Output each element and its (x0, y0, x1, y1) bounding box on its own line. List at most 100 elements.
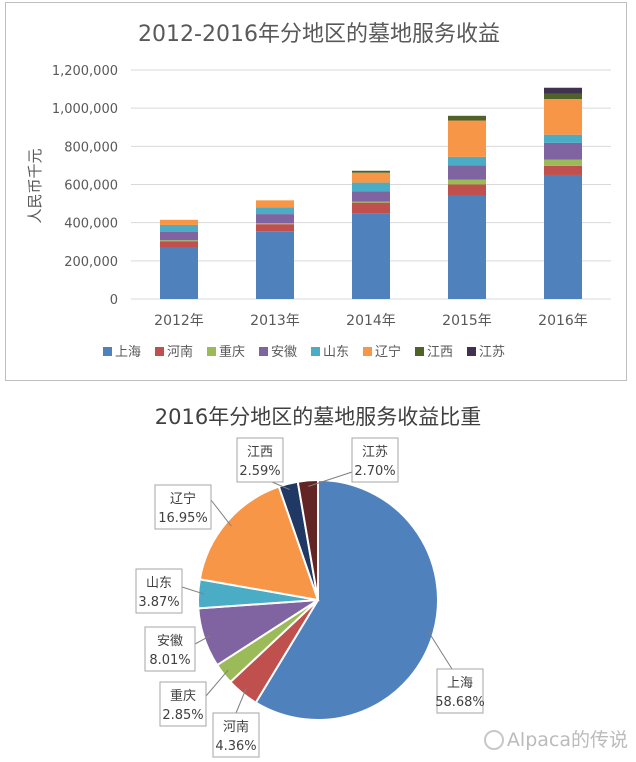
bar-segment (544, 87, 582, 94)
y-tick-label: 0 (110, 293, 118, 308)
bar-segment (448, 195, 486, 299)
leader-line (210, 499, 232, 527)
slice-percent-label: 3.87% (138, 595, 179, 610)
x-tick-label: 2014年 (346, 313, 396, 329)
bar-segment (448, 156, 486, 166)
bar-segment (352, 213, 390, 299)
bar-segment (544, 93, 582, 100)
bar-segment (160, 240, 198, 242)
bar-segment (448, 120, 486, 157)
slice-name-label: 江西 (247, 445, 273, 460)
data-label-box (159, 681, 207, 727)
leader-line (308, 471, 353, 487)
bar-segment (544, 174, 582, 299)
legend-label: 江苏 (479, 344, 505, 360)
data-label-box (351, 437, 399, 483)
bar-segment (160, 219, 198, 225)
legend-swatch (207, 347, 216, 356)
slice-name-label: 河南 (223, 719, 249, 735)
pie-slices (197, 478, 439, 721)
bar-segment (256, 224, 294, 232)
legend-swatch (311, 347, 320, 356)
bar-segment (544, 159, 582, 166)
x-tick-labels: 2012年 2013年 2014年 2015年 2016年 (154, 313, 588, 329)
leader-line (205, 669, 229, 697)
bar-segment (352, 170, 390, 173)
bar-segment (160, 224, 198, 232)
leader-line (235, 688, 247, 714)
bar-segment (352, 201, 390, 203)
bar-series (160, 87, 582, 299)
bar-segment (352, 182, 390, 192)
y-tick-label: 200,000 (64, 255, 118, 270)
leader-lines (181, 471, 453, 714)
x-tick-label: 2016年 (538, 313, 588, 329)
legend-label: 江西 (427, 345, 453, 360)
legend-swatch (259, 347, 268, 356)
legend-label: 山东 (323, 345, 349, 360)
legend-label: 上海 (115, 345, 141, 360)
bar-segment (256, 231, 294, 299)
bar-segment (544, 134, 582, 143)
x-tick-label: 2013年 (250, 313, 300, 329)
bar-segment (544, 142, 582, 160)
slice-percent-label: 4.36% (215, 739, 256, 754)
legend-label: 安徽 (271, 345, 297, 360)
legend-label: 河南 (167, 344, 193, 360)
bar-segment (544, 165, 582, 175)
slice-percent-label: 2.85% (162, 708, 203, 723)
slice-percent-label: 58.68% (435, 695, 485, 710)
legend-swatch (103, 347, 112, 356)
stacked-bar-chart-panel: 2012-2016年分地区的墓地服务收益 人民币千元 0 200,000 400,0… (5, 2, 627, 381)
data-label-box (135, 568, 183, 614)
y-tick-label: 600,000 (64, 179, 118, 194)
watermark-text: Alpaca的传说 (506, 729, 628, 751)
data-label-box (236, 437, 284, 483)
slice-percent-label: 2.70% (354, 464, 395, 479)
legend-swatch (363, 347, 372, 356)
pie-chart-title: 2016年分地区的墓地服务收益比重 (155, 405, 481, 429)
slice-name-label: 山东 (146, 576, 172, 591)
bar-segment (352, 202, 390, 214)
slice-name-label: 辽宁 (170, 491, 196, 507)
x-tick-label: 2015年 (442, 313, 492, 329)
legend-swatch (155, 347, 164, 356)
bar-segment (160, 231, 198, 241)
bar-segment (352, 191, 390, 202)
data-label-box (144, 626, 196, 672)
data-labels: 上海 58.68% 河南 4.36% 重庆 2.85% 安徽 8.01% 山东 3.87% 辽宁 16… (135, 437, 485, 758)
pie-slice (296, 478, 319, 601)
legend: 上海 河南 重庆 安徽 山东 辽宁 江西 江苏 (103, 344, 505, 360)
slice-percent-label: 16.95% (158, 511, 208, 526)
bar-segment (256, 223, 294, 225)
slice-name-label: 重庆 (170, 688, 196, 704)
x-tick-label: 2012年 (154, 313, 204, 329)
slice-percent-label: 8.01% (149, 653, 190, 668)
bar-segment (448, 179, 486, 185)
y-tick-label: 1,200,000 (52, 64, 118, 79)
watermark: Alpaca的传说 (483, 725, 628, 752)
bar-segment (544, 99, 582, 135)
bar-segment (160, 241, 198, 248)
legend-label: 辽宁 (375, 344, 401, 360)
leader-line (427, 630, 453, 670)
slice-name-label: 江苏 (362, 444, 388, 460)
weibo-logo-icon (483, 730, 504, 750)
legend-label: 重庆 (219, 344, 245, 360)
data-label-box (154, 484, 212, 530)
bar-segment (448, 184, 486, 196)
pie-slice (254, 478, 439, 721)
legend-swatch (415, 347, 424, 356)
stacked-bar-chart: 2012-2016年分地区的墓地服务收益 人民币千元 0 200,000 400,0… (26, 22, 611, 360)
y-tick-label: 1,000,000 (52, 102, 118, 117)
y-axis-label: 人民币千元 (26, 148, 44, 223)
bar-segment (448, 115, 486, 121)
legend-swatch (467, 347, 476, 356)
data-label-box (436, 668, 484, 714)
bar-segment (352, 172, 390, 183)
bar-segment (256, 214, 294, 224)
bar-chart-title: 2012-2016年分地区的墓地服务收益 (138, 22, 500, 47)
slice-name-label: 上海 (447, 676, 473, 691)
y-tick-label: 400,000 (64, 217, 118, 232)
leader-line (271, 481, 290, 491)
